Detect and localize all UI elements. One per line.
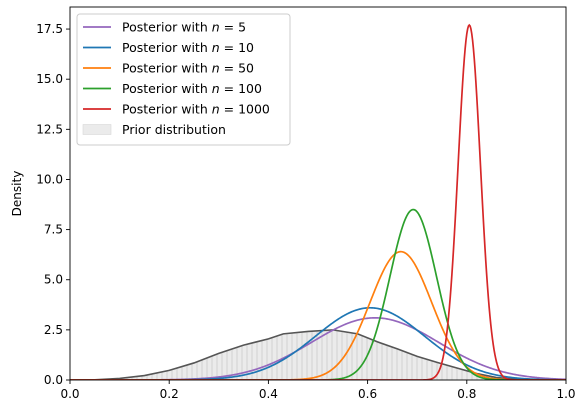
plot-frame — [69, 6, 567, 381]
legend-label-var: n — [212, 81, 220, 96]
legend-label-suffix: = 50 — [220, 61, 254, 76]
y-tick-label: 15.0 — [36, 72, 63, 86]
legend-swatch — [82, 124, 112, 135]
legend-label-var: n — [212, 61, 220, 76]
legend-label-prefix: Posterior with — [122, 40, 212, 55]
y-tick-label: 10.0 — [36, 172, 63, 186]
y-tick-label: 12.5 — [36, 122, 63, 136]
legend-label-prefix: Posterior with — [122, 61, 212, 76]
series-line-5 — [70, 23, 566, 380]
legend-label-suffix: = 5 — [220, 20, 246, 35]
legend-label: Posterior with n = 5 — [122, 20, 246, 35]
legend-label-suffix: = 100 — [220, 81, 262, 96]
y-axis-label: Density — [10, 171, 24, 217]
y-tick-label: 7.5 — [44, 223, 63, 237]
x-tick-label: 0.2 — [160, 387, 179, 401]
legend-label-prefix: Posterior with — [122, 102, 212, 117]
legend-label: Posterior with n = 100 — [122, 81, 262, 96]
series-line-3 — [70, 250, 566, 380]
legend-label-var: n — [212, 40, 220, 55]
x-tick-label: 0.4 — [259, 387, 278, 401]
legend-label: Posterior with n = 50 — [122, 61, 254, 76]
x-tick-label: 1.0 — [556, 387, 575, 401]
legend-label: Prior distribution — [122, 122, 226, 137]
legend-label-suffix: = 1000 — [220, 102, 270, 117]
x-tick-label: 0.0 — [60, 387, 79, 401]
y-tick-label: 2.5 — [44, 323, 63, 337]
legend-label-prefix: Posterior with — [122, 81, 212, 96]
legend-label: Posterior with n = 10 — [122, 40, 254, 55]
legend-label: Posterior with n = 1000 — [122, 102, 270, 117]
legend-label-var: n — [212, 20, 220, 35]
x-tick-label: 0.8 — [457, 387, 476, 401]
y-tick-label: 0.0 — [44, 373, 63, 387]
y-tick-label: 17.5 — [36, 22, 63, 36]
legend-label-var: n — [212, 102, 220, 117]
legend-box — [76, 13, 291, 146]
y-tick-label: 5.0 — [44, 273, 63, 287]
legend-label-suffix: = 10 — [220, 40, 254, 55]
x-tick-label: 0.6 — [358, 387, 377, 401]
legend-label-prefix: Posterior with — [122, 20, 212, 35]
